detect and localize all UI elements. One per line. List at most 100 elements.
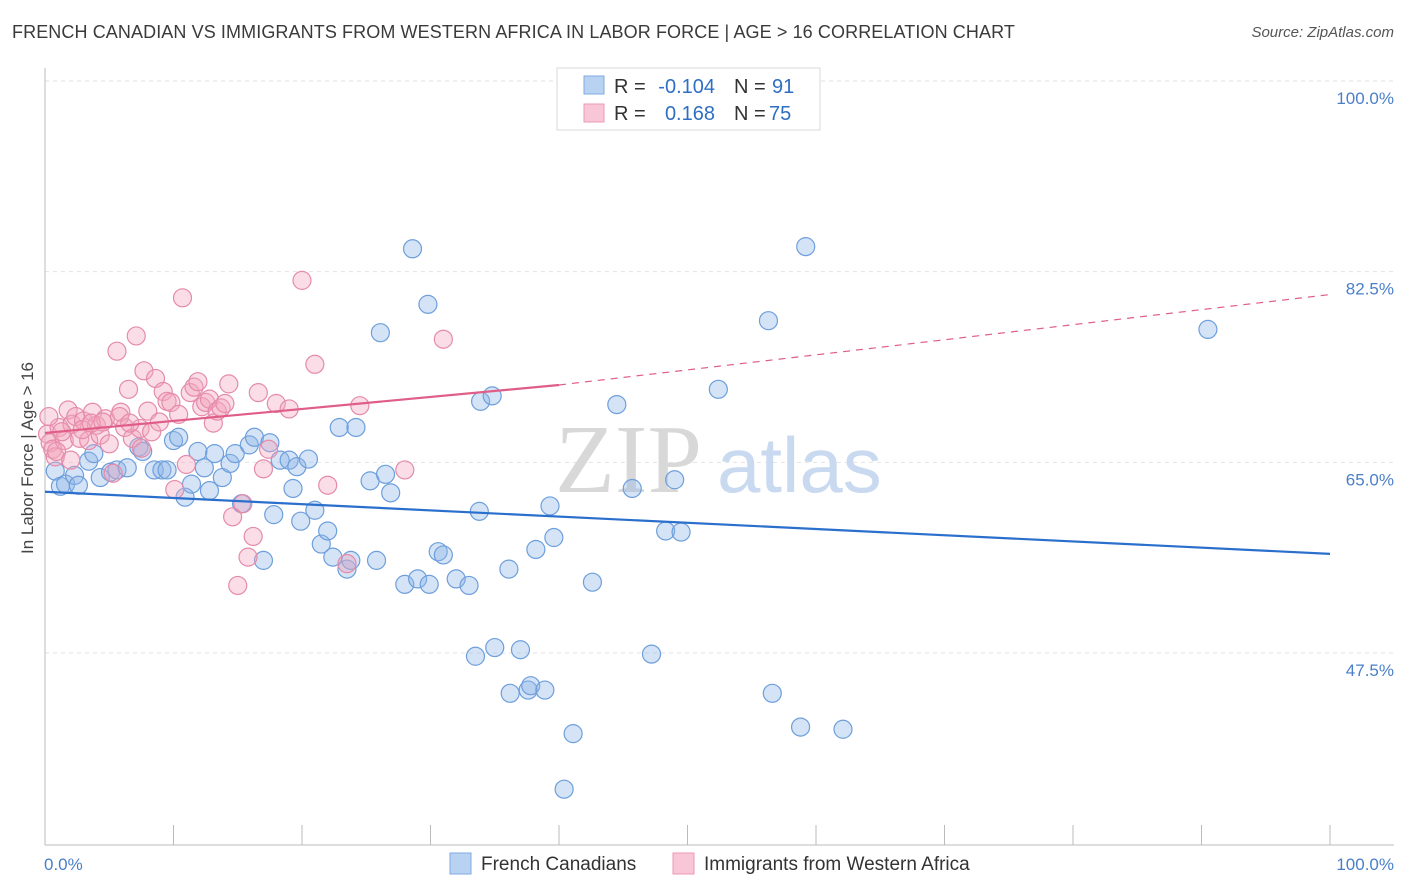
french-canadians-point xyxy=(133,441,153,462)
french-canadians-point xyxy=(64,465,85,486)
french-canadians-point xyxy=(671,522,691,542)
french-canadians-point xyxy=(260,433,280,453)
french-canadians-point xyxy=(225,444,245,464)
western-africa-point xyxy=(188,372,208,392)
legend-r-value-1: -0.104 xyxy=(658,76,715,98)
french-canadians-point xyxy=(433,545,453,565)
watermark: ZIP atlas xyxy=(555,406,882,514)
french-canadians-point xyxy=(796,237,816,257)
french-canadians-point xyxy=(665,470,685,490)
legend-n-value-2: 75 xyxy=(769,103,791,125)
french-canadians-point xyxy=(45,461,65,481)
french-canadians-point xyxy=(318,521,338,541)
french-canadians-point xyxy=(291,511,311,531)
western-africa-point xyxy=(248,383,268,403)
western-africa-point xyxy=(337,554,357,574)
legend-swatch-western-africa xyxy=(583,103,605,123)
french-canadians-point xyxy=(499,559,519,579)
western-africa-point xyxy=(46,441,67,462)
western-africa-point xyxy=(39,406,59,427)
western-africa-point xyxy=(395,460,415,480)
source-label: Source: ZipAtlas.com xyxy=(1251,24,1394,41)
french-canadians-point xyxy=(169,427,189,447)
french-canadians-point xyxy=(68,475,89,495)
french-canadians-point xyxy=(540,496,560,516)
y-tick-labels: 47.5% 65.0% 82.5% 100.0% xyxy=(1336,89,1394,680)
legend-n-value-1: 91 xyxy=(772,76,794,98)
western-africa-point xyxy=(153,381,173,402)
french-canadians-point xyxy=(544,527,564,548)
french-canadians-point xyxy=(163,430,184,451)
y-tick-label: 47.5% xyxy=(1346,661,1394,680)
western-africa-point xyxy=(103,463,123,483)
french-canadians-point xyxy=(554,779,574,799)
french-canadians-trend-line xyxy=(44,490,1331,555)
western-africa-point xyxy=(172,288,193,308)
french-canadians-point xyxy=(622,478,642,499)
french-canadians-point xyxy=(402,239,423,259)
french-canadians-point xyxy=(264,505,284,525)
french-canadians-point xyxy=(157,460,177,480)
french-canadians-point xyxy=(459,575,479,596)
watermark-zip: ZIP xyxy=(555,406,702,514)
trend-lines xyxy=(44,293,1331,555)
series-legend: French Canadians Immigrants from Western… xyxy=(449,852,970,875)
french-canadians-point xyxy=(582,572,603,592)
series-french-canadians xyxy=(45,237,1218,799)
french-canadians-point xyxy=(607,394,627,415)
western-africa-point xyxy=(161,392,181,413)
axes xyxy=(44,68,1394,846)
french-canadians-point xyxy=(152,460,172,480)
legend-swatch-french-canadians xyxy=(583,75,605,95)
french-canadians-point xyxy=(563,724,583,744)
legend-r-label-1: R = xyxy=(614,76,646,98)
y-tick-label: 100.0% xyxy=(1336,89,1394,108)
gridlines xyxy=(45,80,1394,654)
western-africa-point xyxy=(131,438,151,458)
french-canadians-point xyxy=(90,467,110,488)
french-canadians-point xyxy=(790,717,811,737)
bottom-legend-swatch-western-africa xyxy=(672,852,695,875)
french-canadians-point xyxy=(366,550,387,570)
french-canadians-point xyxy=(370,323,390,343)
western-africa-point xyxy=(233,494,253,514)
french-canadians-point xyxy=(117,458,137,478)
french-canadians-point xyxy=(1198,319,1218,340)
correlation-legend: R = -0.104 N = 91 R = 0.168 N = 75 xyxy=(556,67,821,131)
western-africa-point xyxy=(243,526,263,547)
french-canadians-point xyxy=(510,640,531,660)
legend-n-label-2: N = xyxy=(734,103,766,125)
french-canadians-point xyxy=(500,683,520,703)
french-canadians-point xyxy=(762,683,782,703)
french-canadians-point xyxy=(381,483,401,503)
french-canadians-point xyxy=(408,569,428,589)
western-africa-point xyxy=(169,404,189,424)
french-canadians-point xyxy=(205,444,225,464)
y-axis-label: In Labor Force | Age > 16 xyxy=(18,362,37,554)
french-canadians-point xyxy=(526,539,546,560)
legend-n-label-1: N = xyxy=(734,76,766,98)
western-africa-point xyxy=(215,393,235,414)
french-canadians-point xyxy=(279,450,299,470)
french-canadians-point xyxy=(485,637,505,658)
legend-r-value-2: 0.168 xyxy=(665,103,715,125)
western-africa-point xyxy=(433,329,453,349)
french-canadians-point xyxy=(758,311,779,331)
french-canadians-point xyxy=(346,417,366,438)
french-canadians-point xyxy=(253,550,274,570)
western-africa-point xyxy=(176,454,196,475)
western-africa-point xyxy=(126,326,146,346)
western-africa-point xyxy=(258,439,279,459)
french-canadians-point xyxy=(641,644,662,664)
french-canadians-point xyxy=(298,449,319,469)
western-africa-point xyxy=(61,450,81,470)
french-canadians-point xyxy=(708,379,728,399)
x-tick-label-max: 100.0% xyxy=(1336,855,1394,874)
french-canadians-point xyxy=(188,441,208,462)
western-africa-point xyxy=(223,507,243,527)
bottom-legend-swatch-french-canadians xyxy=(449,852,472,875)
french-canadians-point xyxy=(329,417,349,438)
western-africa-point xyxy=(228,575,248,596)
chart-title: FRENCH CANADIAN VS IMMIGRANTS FROM WESTE… xyxy=(12,22,1015,42)
